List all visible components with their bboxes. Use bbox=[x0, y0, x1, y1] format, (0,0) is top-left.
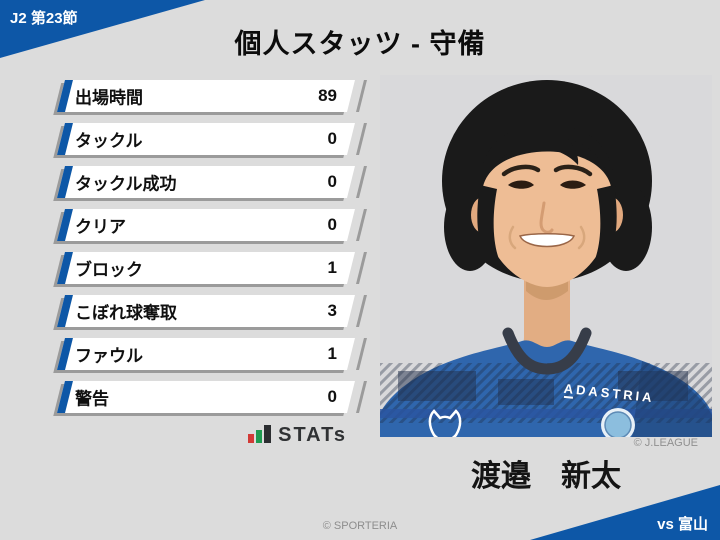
round-label: J2 第23節 bbox=[10, 10, 78, 27]
stat-label: ブロック bbox=[75, 260, 143, 280]
stat-row: 出場時間 89 bbox=[57, 80, 367, 112]
stat-label: こぼれ球奪取 bbox=[75, 303, 177, 323]
stats-list: 出場時間 89 タックル 0 タックル成功 0 クリア 0 ブロック 1 bbox=[57, 80, 367, 424]
club-badge bbox=[601, 408, 635, 437]
stat-row-accent-line bbox=[356, 166, 367, 198]
stat-row: クリア 0 bbox=[57, 209, 367, 241]
cat-mascot-icon bbox=[428, 409, 462, 437]
stat-row-accent-line bbox=[356, 381, 367, 413]
photo-credit: © J.LEAGUE bbox=[633, 437, 698, 449]
stat-value: 89 bbox=[318, 86, 337, 105]
stat-value: 0 bbox=[327, 172, 337, 191]
stat-row-accent-line bbox=[356, 252, 367, 284]
stat-row: ファウル 1 bbox=[57, 338, 367, 370]
stat-row: 警告 0 bbox=[57, 381, 367, 413]
stat-row-accent-line bbox=[356, 80, 367, 112]
opponent-label: vs 富山 bbox=[657, 516, 708, 533]
stat-row-accent-line bbox=[356, 338, 367, 370]
site-credit: © SPORTERIA bbox=[322, 520, 398, 532]
player-name: 渡邉 新太 bbox=[471, 460, 621, 493]
stat-label: タックル成功 bbox=[75, 174, 177, 194]
stat-row: こぼれ球奪取 3 bbox=[57, 295, 367, 327]
stat-value: 3 bbox=[327, 301, 337, 320]
stat-row-accent-line bbox=[356, 123, 367, 155]
stat-value: 0 bbox=[327, 215, 337, 234]
stat-label: タックル bbox=[75, 131, 143, 151]
stats-wordmark: STATs bbox=[278, 424, 347, 446]
stats-brand: STATs bbox=[57, 424, 347, 447]
stat-label: クリア bbox=[75, 217, 126, 237]
player-photo: ADASTRIA bbox=[380, 75, 712, 437]
stat-row-accent-line bbox=[356, 209, 367, 241]
stat-value: 0 bbox=[327, 129, 337, 148]
player-portrait-illustration: ADASTRIA bbox=[380, 80, 712, 437]
stat-value: 1 bbox=[327, 258, 337, 277]
stat-label: ファウル bbox=[75, 346, 143, 366]
bar-chart-icon bbox=[248, 425, 272, 443]
stat-row: タックル 0 bbox=[57, 123, 367, 155]
stat-row-accent-line bbox=[356, 295, 367, 327]
stat-value: 1 bbox=[327, 344, 337, 363]
stat-label: 出場時間 bbox=[75, 88, 143, 108]
stat-row: ブロック 1 bbox=[57, 252, 367, 284]
page-title: 個人スタッツ - 守備 bbox=[234, 29, 486, 59]
stat-value: 0 bbox=[327, 387, 337, 406]
stat-row: タックル成功 0 bbox=[57, 166, 367, 198]
stat-label: 警告 bbox=[75, 389, 109, 409]
